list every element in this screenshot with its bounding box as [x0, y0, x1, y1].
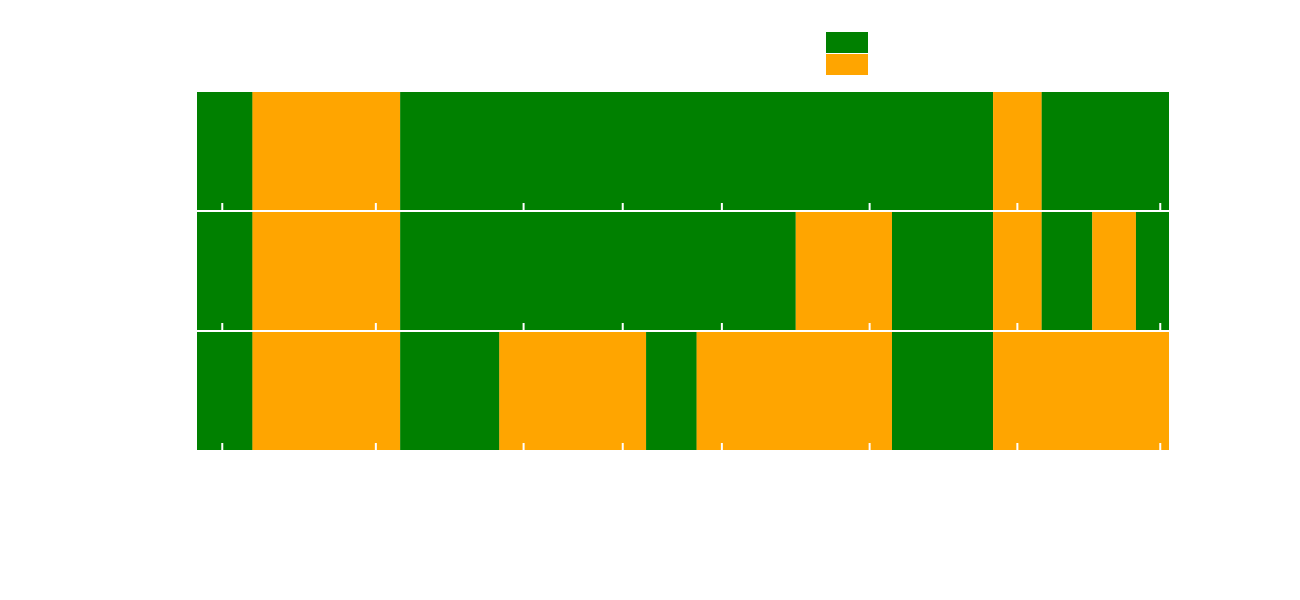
timeline-segment	[795, 212, 892, 330]
timeline-segment	[646, 332, 697, 450]
timeline-segment	[696, 332, 892, 450]
timeline-segment	[197, 212, 253, 330]
timeline-row	[197, 332, 1169, 450]
timeline-segment	[400, 332, 500, 450]
timeline-segment	[499, 332, 647, 450]
timeline-row	[197, 212, 1169, 330]
timeline-segment	[197, 332, 253, 450]
timeline-segment	[1135, 212, 1169, 330]
legend-swatch	[826, 54, 868, 75]
legend	[826, 32, 868, 75]
timeline-segment	[400, 92, 994, 210]
timeline-segment	[400, 212, 796, 330]
timeline-segment	[252, 92, 401, 210]
timeline-segment	[993, 212, 1042, 330]
timeline-segment	[891, 332, 994, 450]
timeline-segment	[1041, 92, 1169, 210]
timeline-segment	[252, 332, 401, 450]
timeline-segment	[891, 212, 994, 330]
timeline-segment	[1041, 212, 1093, 330]
row-separators	[197, 210, 1169, 332]
legend-swatch	[826, 32, 868, 53]
timeline-segment	[197, 92, 253, 210]
timeline-segment	[252, 212, 401, 330]
timeline-segment	[993, 92, 1042, 210]
timeline-rows	[197, 92, 1169, 450]
timeline-segment	[1092, 212, 1136, 330]
timeline-row	[197, 92, 1169, 210]
x-axis-ticks	[221, 203, 1162, 450]
timeline-segment	[993, 332, 1169, 450]
